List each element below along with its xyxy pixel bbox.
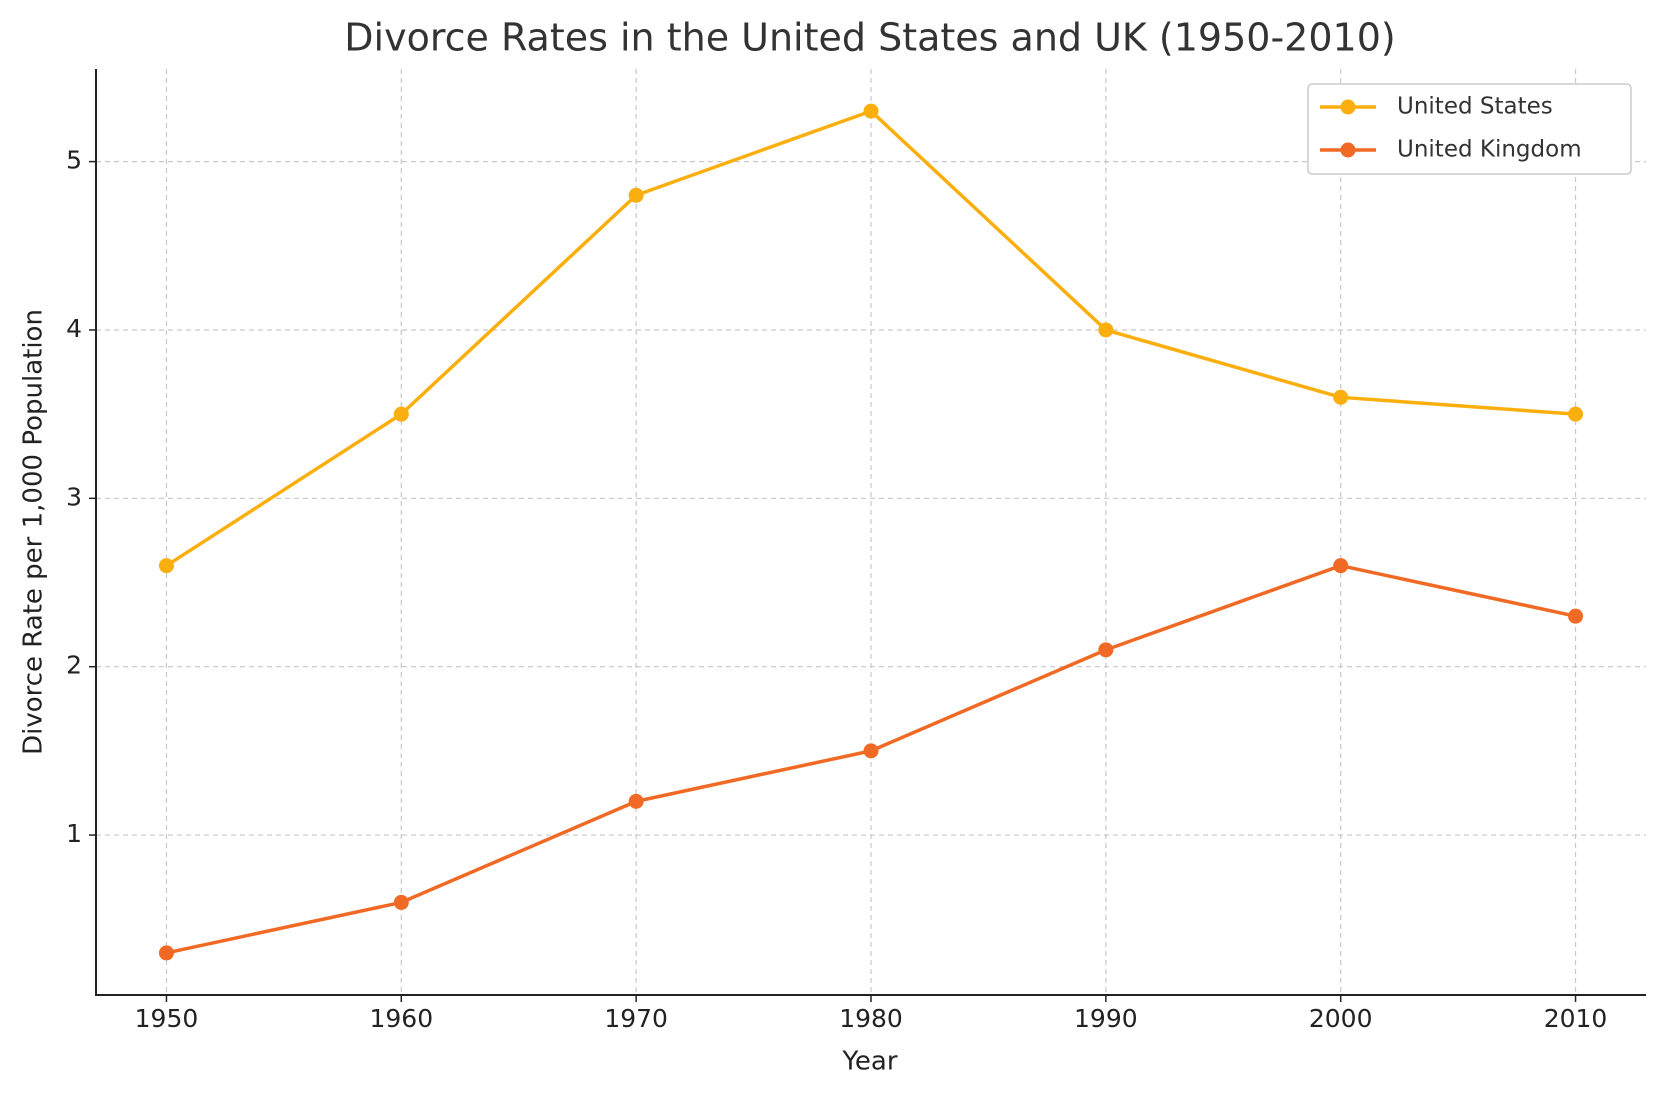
x-tick-label: 1980 [839,1004,903,1033]
data-point [1333,389,1349,405]
data-point [393,406,409,422]
y-tick-label: 2 [66,651,82,680]
data-point [628,187,644,203]
data-point [1333,558,1349,574]
data-point [863,743,879,759]
y-tick-label: 5 [66,146,82,175]
y-tick-label: 1 [66,819,82,848]
y-tick-label: 4 [66,314,82,343]
x-tick-label: 2010 [1544,1004,1608,1033]
data-point [1098,642,1114,658]
legend-marker [1340,142,1356,158]
data-point [1568,608,1584,624]
data-point [628,793,644,809]
x-tick-label: 2000 [1309,1004,1373,1033]
data-point [158,558,174,574]
y-axis-label: Divorce Rate per 1,000 Population [19,309,49,755]
x-tick-label: 1970 [604,1004,668,1033]
x-tick-label: 1960 [369,1004,433,1033]
data-point [1568,406,1584,422]
chart-title: Divorce Rates in the United States and U… [344,16,1395,60]
data-point [1098,322,1114,338]
axis-spine [95,69,1646,996]
x-axis-label: Year [841,1047,897,1077]
data-point [393,894,409,910]
legend-label: United Kingdom [1397,137,1582,163]
y-tick-label: 3 [66,482,82,511]
series-line [166,563,1576,955]
legend-box [1307,83,1632,175]
x-tick-label: 1990 [1074,1004,1138,1033]
x-tick-label: 1950 [135,1004,199,1033]
data-point [158,945,174,961]
legend-marker [1340,99,1356,115]
legend-label: United States [1397,94,1553,120]
data-point [863,103,879,119]
